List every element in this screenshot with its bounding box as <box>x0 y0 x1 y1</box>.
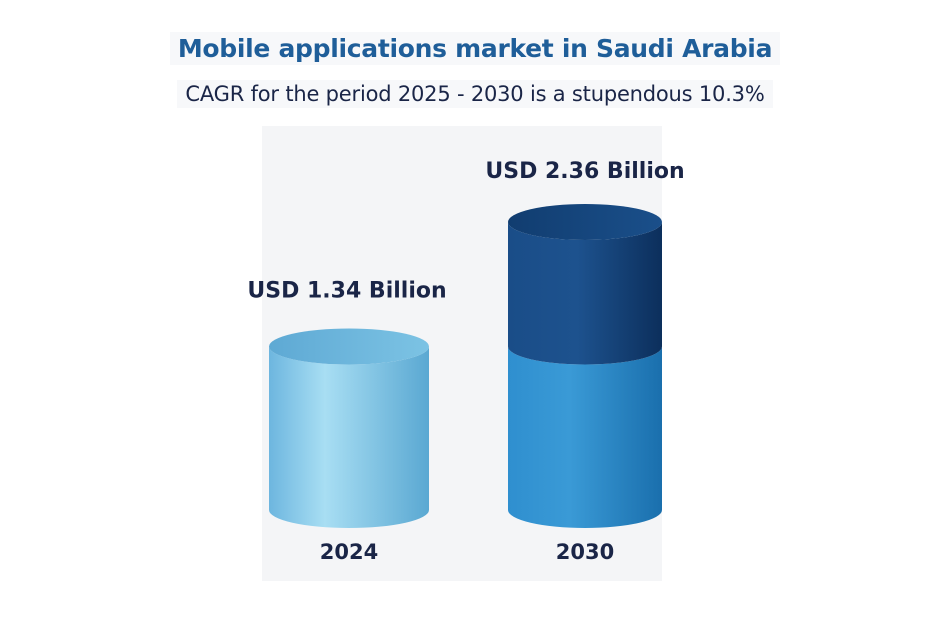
data-label-2024: USD 1.34 Billion <box>247 278 446 303</box>
subtitle-band: CAGR for the period 2025 - 2030 is a stu… <box>0 80 950 108</box>
data-label-2030: USD 2.36 Billion <box>485 159 684 184</box>
bar-2030-top <box>508 204 662 240</box>
bar-2030-body-upper <box>508 222 662 365</box>
bar-2024-body <box>269 346 429 528</box>
chart-subtitle: CAGR for the period 2025 - 2030 is a stu… <box>177 80 773 108</box>
chart-title: Mobile applications market in Saudi Arab… <box>169 32 781 65</box>
title-band: Mobile applications market in Saudi Arab… <box>0 32 950 65</box>
bar-2030-body-lower <box>508 346 662 528</box>
x-tick-label-2024: 2024 <box>320 540 378 564</box>
bar-2024 <box>269 328 429 528</box>
bar-2024-top <box>269 328 429 365</box>
x-tick-label-2030: 2030 <box>556 540 614 564</box>
bar-2030 <box>508 204 662 528</box>
